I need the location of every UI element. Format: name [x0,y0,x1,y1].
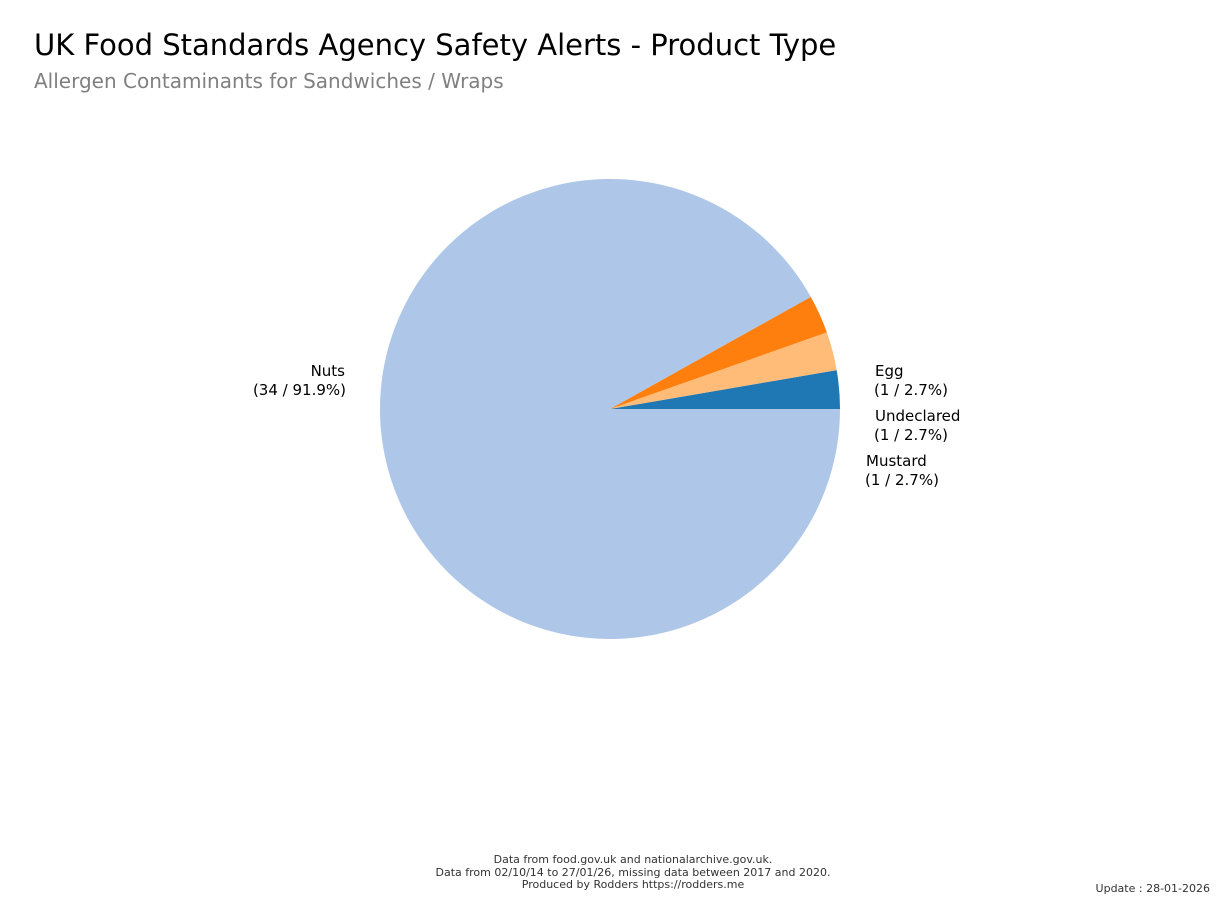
footer-line-source: Data from food.gov.uk and nationalarchiv… [493,853,773,866]
pie-slice-mustard [610,296,827,409]
slice-label-nuts: Nuts [311,362,346,380]
slice-value-mustard: (1 / 2.7%) [865,471,939,489]
slice-label-mustard: Mustard [866,452,927,470]
footer-line-credit: Produced by Rodders https://rodders.me [521,878,745,891]
pie-slice-undeclared [610,332,837,409]
footer-notes: Data from food.gov.uk and nationalarchiv… [0,853,1220,892]
chart-subtitle: Allergen Contaminants for Sandwiches / W… [34,69,504,93]
pie-slices [380,178,840,639]
slice-value-nuts: (34 / 91.9%) [253,381,346,399]
pie-slice-egg [610,370,840,409]
update-date: Update : 28-01-2026 [1095,882,1210,895]
pie-labels: Egg(1 / 2.7%)Undeclared(1 / 2.7%)Mustard… [253,362,960,489]
slice-value-egg: (1 / 2.7%) [874,381,948,399]
footer-line-range: Data from 02/10/14 to 27/01/26, missing … [435,865,831,879]
chart-title: UK Food Standards Agency Safety Alerts -… [34,28,837,62]
pie-slice-nuts [380,178,840,639]
slice-label-egg: Egg [875,362,904,380]
slice-label-undeclared: Undeclared [875,407,960,425]
slice-value-undeclared: (1 / 2.7%) [874,426,948,444]
